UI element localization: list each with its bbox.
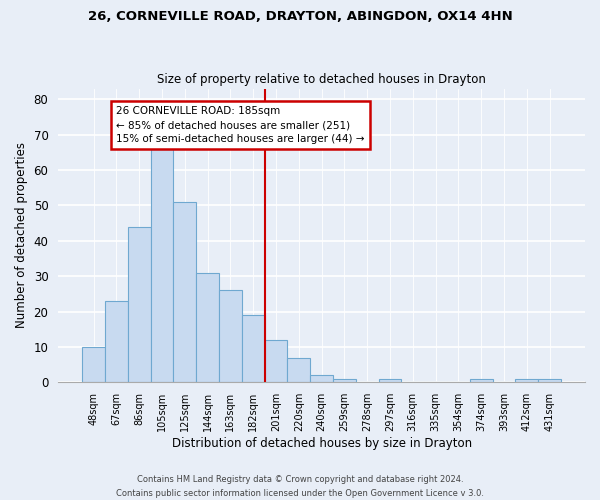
Bar xyxy=(105,301,128,382)
Bar xyxy=(310,376,333,382)
Bar xyxy=(82,347,105,382)
Bar xyxy=(379,379,401,382)
Bar xyxy=(515,379,538,382)
Bar xyxy=(470,379,493,382)
Bar xyxy=(196,272,219,382)
Bar xyxy=(151,148,173,382)
Text: 26, CORNEVILLE ROAD, DRAYTON, ABINGDON, OX14 4HN: 26, CORNEVILLE ROAD, DRAYTON, ABINGDON, … xyxy=(88,10,512,23)
Bar xyxy=(219,290,242,382)
Bar xyxy=(128,226,151,382)
Bar xyxy=(265,340,287,382)
Text: 26 CORNEVILLE ROAD: 185sqm
← 85% of detached houses are smaller (251)
15% of sem: 26 CORNEVILLE ROAD: 185sqm ← 85% of deta… xyxy=(116,106,365,144)
X-axis label: Distribution of detached houses by size in Drayton: Distribution of detached houses by size … xyxy=(172,437,472,450)
Text: Contains HM Land Registry data © Crown copyright and database right 2024.
Contai: Contains HM Land Registry data © Crown c… xyxy=(116,476,484,498)
Bar xyxy=(173,202,196,382)
Y-axis label: Number of detached properties: Number of detached properties xyxy=(15,142,28,328)
Bar xyxy=(333,379,356,382)
Bar xyxy=(242,315,265,382)
Title: Size of property relative to detached houses in Drayton: Size of property relative to detached ho… xyxy=(157,73,486,86)
Bar xyxy=(287,358,310,382)
Bar xyxy=(538,379,561,382)
